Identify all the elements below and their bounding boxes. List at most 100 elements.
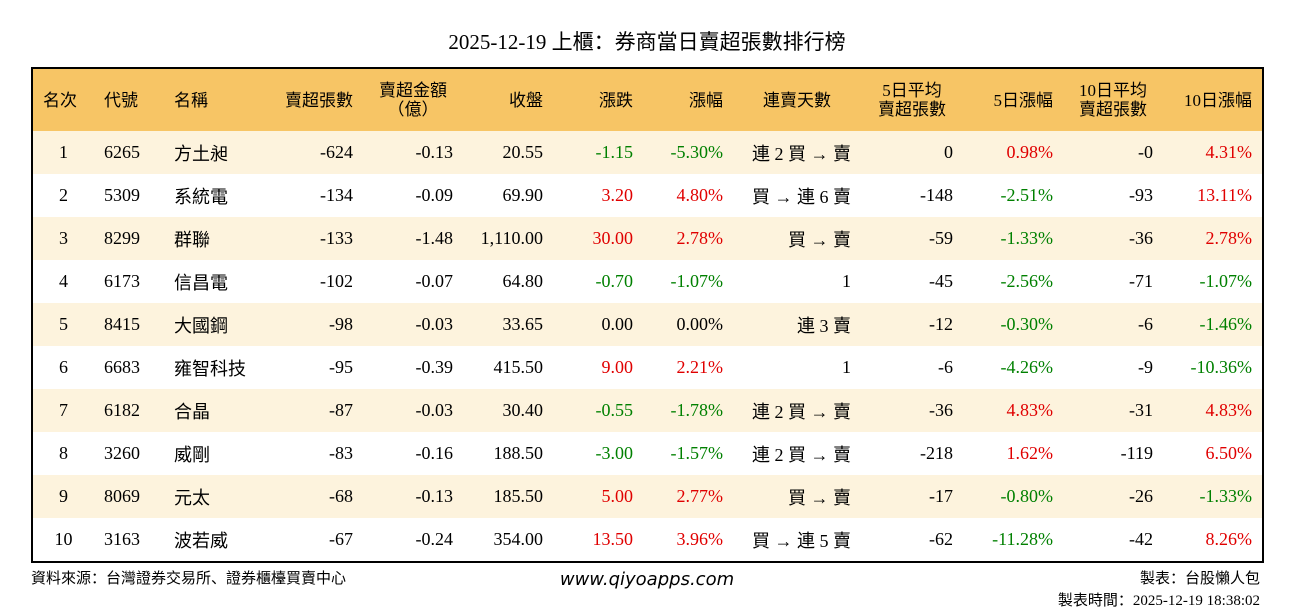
table-cell: -1.33% bbox=[963, 217, 1063, 260]
table-cell: -36 bbox=[861, 389, 963, 432]
table-cell: 3 bbox=[32, 217, 94, 260]
table-cell: 9.00 bbox=[601, 357, 634, 377]
table-cell: 6182 bbox=[94, 389, 164, 432]
table-cell: 64.80 bbox=[502, 271, 544, 291]
table-cell: -26 bbox=[1063, 475, 1163, 518]
table-cell: -0.70 bbox=[595, 271, 634, 291]
table-row: 9 8069 元太 -68 -0.13 185.50 5.00 2.77% 買 → 賣 -17 -0… bbox=[32, 475, 1263, 518]
table-cell: -62 bbox=[929, 529, 953, 549]
table-cell: 信昌電 bbox=[174, 272, 228, 293]
table-cell: 5309 bbox=[104, 185, 140, 205]
table-cell: -1.78% bbox=[643, 389, 733, 432]
column-header: 賣超張數 bbox=[263, 68, 363, 131]
table-cell: -218 bbox=[920, 443, 953, 463]
header-row: 名次 代號 名稱 賣超張數 賣超金額 （億） 收盤 漲跌 漲幅 連賣天數 5日平均 賣超張數 5日漲… bbox=[32, 68, 1263, 131]
table-cell: 買 → 連 6 賣 bbox=[752, 186, 851, 207]
column-header: 賣超金額 （億） bbox=[363, 68, 463, 131]
table-cell: -0.16 bbox=[415, 443, 454, 463]
table-cell: -6 bbox=[938, 357, 953, 377]
table-cell: -0.07 bbox=[415, 271, 454, 291]
table-cell: 2.78% bbox=[1163, 217, 1263, 260]
table-cell: -102 bbox=[320, 271, 353, 291]
table-cell: -0.80% bbox=[963, 475, 1063, 518]
table-cell: -148 bbox=[920, 185, 953, 205]
table-cell: -0.13 bbox=[363, 131, 463, 174]
table-row: 3 8299 群聯 -133 -1.48 1,110.00 30.00 2.78% 買 → 賣-… bbox=[32, 217, 1263, 260]
table-cell: 1 bbox=[32, 131, 94, 174]
table-cell: -10.36% bbox=[1190, 357, 1253, 377]
table-row: 7 6182 合晶 -87 -0.03 30.40 -0.55 -1.78% 連 2 買 → 賣… bbox=[32, 389, 1263, 432]
table-row: 10 3163 波若威 -67 -0.24 354.00 13.50 3.96% 買 → 連 5… bbox=[32, 518, 1263, 562]
column-header: 10日平均 賣超張數 bbox=[1063, 68, 1163, 131]
table-cell: -9 bbox=[1138, 357, 1153, 377]
table-cell: 1,110.00 bbox=[463, 217, 553, 260]
table-cell: -2.56% bbox=[1000, 271, 1054, 291]
table-cell: -2.51% bbox=[1000, 185, 1054, 205]
table-cell: 8415 bbox=[94, 303, 164, 346]
column-header: 名稱 bbox=[164, 68, 263, 131]
table-cell: 188.50 bbox=[493, 443, 544, 463]
table-cell: -0.30% bbox=[963, 303, 1063, 346]
table-cell: 買 → 賣 bbox=[733, 217, 861, 260]
column-header: 收盤 bbox=[463, 68, 553, 131]
table-cell: 5.00 bbox=[553, 475, 643, 518]
table-row: 1 6265 方土昶 -624 -0.13 20.55 -1.15 -5.30% 連 2 買 →… bbox=[32, 131, 1263, 174]
table-cell: 合晶 bbox=[164, 389, 263, 432]
column-header: 連賣天數 bbox=[733, 68, 861, 131]
column-header: 5日漲幅 bbox=[963, 68, 1063, 131]
table-cell: -87 bbox=[263, 389, 363, 432]
table-cell: 買 → 賣 bbox=[733, 475, 861, 518]
table-cell: -12 bbox=[861, 303, 963, 346]
table-cell: -1.48 bbox=[363, 217, 463, 260]
table-cell: 13.50 bbox=[592, 529, 634, 549]
table-cell: -71 bbox=[1129, 271, 1153, 291]
table-row: 8 3260 威剛 -83 -0.16 188.50 -3.00 -1.57% 連 2 買 → … bbox=[32, 432, 1263, 475]
table-cell: 0 bbox=[861, 131, 963, 174]
table-cell: -1.07% bbox=[1199, 271, 1253, 291]
table-body: 1 6265 方土昶 -624 -0.13 20.55 -1.15 -5.30% 連 2 買 →… bbox=[32, 131, 1263, 562]
table-row: 5 8415 大國鋼 -98 -0.03 33.65 0.00 0.00% 連 3 賣 -12 -0… bbox=[32, 303, 1263, 346]
table-cell: -134 bbox=[320, 185, 353, 205]
table-cell: -0.03 bbox=[363, 389, 463, 432]
table-cell: 4.80% bbox=[676, 185, 724, 205]
table-cell: -68 bbox=[263, 475, 363, 518]
table-cell: 8299 bbox=[94, 217, 164, 260]
table-cell: 3.20 bbox=[601, 185, 634, 205]
table-cell: 10 bbox=[54, 529, 73, 549]
table-cell: -11.28% bbox=[992, 529, 1053, 549]
table-cell: 群聯 bbox=[164, 217, 263, 260]
table-cell: 13.11% bbox=[1197, 185, 1252, 205]
table-cell: 連 2 買 → 賣 bbox=[733, 389, 861, 432]
table-cell: -0.03 bbox=[363, 303, 463, 346]
table-cell: 7 bbox=[32, 389, 94, 432]
table-cell: -1.15 bbox=[553, 131, 643, 174]
table-cell: 連 3 賣 bbox=[733, 303, 861, 346]
column-header: 名次 bbox=[32, 68, 94, 131]
table-cell: -0.24 bbox=[415, 529, 454, 549]
table-cell: 9 bbox=[32, 475, 94, 518]
table-cell: -1.57% bbox=[670, 443, 724, 463]
table-cell: 3163 bbox=[104, 529, 140, 549]
table-cell: 4 bbox=[59, 271, 68, 291]
column-header: 5日平均 賣超張數 bbox=[861, 68, 963, 131]
table-cell: 6 bbox=[59, 357, 68, 377]
table-cell: -93 bbox=[1129, 185, 1153, 205]
table-cell: -83 bbox=[329, 443, 353, 463]
table-cell: 波若威 bbox=[174, 530, 228, 551]
table-cell: 0.00 bbox=[553, 303, 643, 346]
table-cell: -133 bbox=[263, 217, 363, 260]
table-cell: 2.78% bbox=[643, 217, 733, 260]
table-cell: 8069 bbox=[94, 475, 164, 518]
time: 製表時間：2025-12-19 18:38:02 bbox=[1057, 593, 1260, 609]
table-cell: 4.31% bbox=[1163, 131, 1263, 174]
table-cell: -3.00 bbox=[595, 443, 634, 463]
table-cell: 方土昶 bbox=[164, 131, 263, 174]
table-cell: 33.65 bbox=[463, 303, 553, 346]
table-cell: 30.00 bbox=[553, 217, 643, 260]
table-cell: -0.13 bbox=[363, 475, 463, 518]
table-cell: 2.21% bbox=[676, 357, 724, 377]
page-title: 2025-12-19 上櫃：券商當日賣超張數排行榜 bbox=[448, 30, 846, 54]
table-cell: 0.98% bbox=[963, 131, 1063, 174]
table-cell: -45 bbox=[929, 271, 953, 291]
table-cell: 30.40 bbox=[463, 389, 553, 432]
